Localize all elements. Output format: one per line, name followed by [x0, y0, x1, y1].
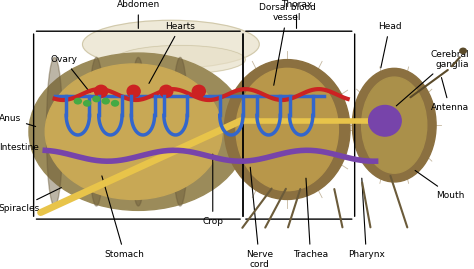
- Ellipse shape: [352, 68, 436, 182]
- Text: Abdomen: Abdomen: [117, 0, 160, 29]
- Ellipse shape: [115, 45, 246, 74]
- Ellipse shape: [172, 57, 188, 206]
- Text: Anus: Anus: [0, 114, 36, 126]
- Ellipse shape: [45, 64, 222, 199]
- Text: Cerebral
ganglia: Cerebral ganglia: [396, 50, 469, 106]
- Text: Trachea: Trachea: [293, 178, 328, 259]
- Text: Nerve
cord: Nerve cord: [246, 167, 273, 269]
- Text: Crop: Crop: [202, 154, 223, 226]
- Text: Stomach: Stomach: [102, 176, 144, 259]
- Ellipse shape: [362, 77, 427, 173]
- Ellipse shape: [102, 98, 109, 104]
- Ellipse shape: [160, 85, 173, 97]
- Ellipse shape: [93, 96, 100, 102]
- Ellipse shape: [192, 85, 205, 97]
- Ellipse shape: [46, 57, 63, 206]
- Text: Spiracles: Spiracles: [0, 187, 61, 213]
- Text: Antenna: Antenna: [430, 77, 469, 112]
- Ellipse shape: [82, 20, 259, 68]
- Text: Head: Head: [378, 22, 401, 68]
- Ellipse shape: [29, 53, 247, 210]
- Ellipse shape: [83, 101, 91, 106]
- Ellipse shape: [74, 98, 82, 104]
- Text: Ovary: Ovary: [50, 55, 90, 92]
- Text: Thorax: Thorax: [281, 0, 312, 29]
- Text: Dorsal blood
vessel: Dorsal blood vessel: [259, 3, 316, 85]
- Text: Hearts: Hearts: [149, 22, 195, 83]
- Ellipse shape: [111, 101, 118, 106]
- Ellipse shape: [236, 68, 338, 191]
- Ellipse shape: [369, 105, 401, 136]
- Ellipse shape: [130, 57, 146, 206]
- Ellipse shape: [224, 60, 350, 199]
- Ellipse shape: [127, 85, 140, 97]
- Text: Pharynx: Pharynx: [348, 178, 385, 259]
- Text: Mouth: Mouth: [415, 171, 465, 200]
- Text: Intestine: Intestine: [0, 143, 52, 151]
- Ellipse shape: [460, 48, 466, 54]
- Ellipse shape: [95, 85, 108, 97]
- Ellipse shape: [88, 57, 105, 206]
